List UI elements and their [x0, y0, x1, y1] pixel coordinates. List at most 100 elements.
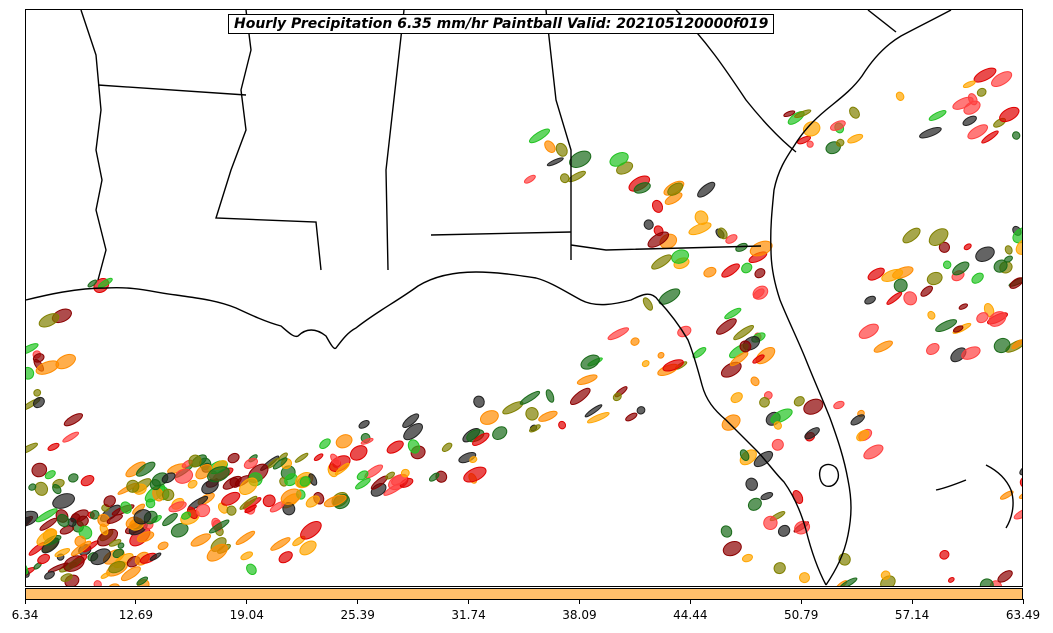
colorbar-tick [468, 599, 470, 604]
precip-blob [157, 541, 169, 551]
precip-blob [928, 228, 949, 246]
precip-blob [319, 438, 331, 450]
precip-blob [38, 313, 60, 328]
precip-blob [625, 412, 638, 422]
precip-blob [633, 182, 651, 194]
precip-blob [1019, 460, 1022, 476]
precip-blob [671, 249, 690, 264]
precip-blob [799, 572, 810, 584]
precip-blob [754, 268, 766, 279]
precip-blob [519, 390, 541, 405]
precip-blob [161, 488, 175, 502]
precip-blob [407, 439, 420, 454]
precip-blob [120, 501, 132, 514]
precip-blob [722, 540, 742, 557]
colorbar [25, 588, 1023, 600]
precip-blob [607, 327, 630, 341]
precip-blob [26, 561, 29, 575]
precip-blob [26, 442, 38, 455]
precip-blob [28, 483, 37, 491]
precip-blob [403, 423, 423, 441]
precip-blob [741, 262, 753, 274]
precip-blob [749, 240, 773, 257]
precip-blob [694, 210, 709, 225]
arkansas-louisiana-border [97, 84, 247, 96]
precip-blob [697, 181, 716, 198]
precip-blob [55, 353, 76, 370]
precip-blob [221, 491, 241, 506]
precip-blob [360, 437, 374, 445]
precip-blob [1011, 339, 1022, 350]
precip-blob [1004, 245, 1013, 255]
precip-blob [44, 470, 56, 480]
precip-blob [106, 514, 123, 524]
precip-blob [458, 452, 477, 464]
precip-blob [181, 511, 192, 520]
precip-blob [963, 243, 972, 251]
precip-blob [657, 351, 665, 359]
precip-blob [662, 359, 684, 372]
colorbar-tick [1022, 599, 1024, 604]
precip-blob [721, 263, 740, 278]
precip-blob [63, 555, 85, 572]
precip-blob [558, 420, 567, 430]
precip-blob [201, 479, 219, 495]
precip-blob [52, 493, 75, 509]
precip-blob [463, 466, 487, 483]
precip-blob [863, 444, 884, 460]
precip-blob [760, 492, 774, 501]
precip-blob [881, 268, 904, 282]
precip-blob [864, 295, 876, 305]
precip-blob [188, 454, 202, 468]
precipitation-paintball-layer [26, 67, 1022, 586]
precip-blob [999, 490, 1014, 500]
precip-blob [962, 80, 976, 89]
precip-blob [208, 519, 230, 534]
colorbar-tick [911, 599, 913, 604]
colorbar-tick-label: 19.04 [229, 608, 264, 622]
precip-blob [60, 573, 73, 582]
precip-blob [999, 106, 1020, 123]
precip-blob [1009, 277, 1022, 289]
precip-blob [240, 551, 254, 561]
georgia-southcarolina-border [675, 10, 797, 153]
precip-blob [981, 130, 999, 144]
precip-blob [227, 452, 240, 464]
precip-blob [313, 453, 324, 462]
precip-blob [988, 311, 1007, 327]
map-title: Hourly Precipitation 6.35 mm/hr Paintbal… [228, 14, 775, 34]
precip-blob [174, 468, 194, 484]
precip-blob [804, 427, 820, 440]
precip-blob [149, 552, 162, 561]
colorbar-tick-label: 6.34 [11, 608, 39, 622]
precip-blob [31, 462, 48, 478]
precip-blob [961, 346, 981, 360]
precip-blob [162, 512, 178, 527]
precip-blob [1012, 227, 1022, 244]
precip-blob [803, 398, 824, 415]
precip-blob [770, 408, 793, 424]
precip-blob [187, 479, 198, 489]
precip-blob [555, 142, 568, 157]
precip-blob [355, 477, 371, 490]
precip-blob [47, 442, 60, 451]
alabama-georgia-border [545, 10, 572, 260]
precip-blob [98, 277, 113, 288]
precip-blob [262, 494, 276, 508]
precip-blob [773, 562, 786, 575]
precip-blob [839, 577, 858, 586]
precip-blob [100, 572, 111, 579]
precip-blob [903, 291, 918, 306]
precip-blob [349, 445, 368, 461]
precip-blob [356, 470, 369, 481]
alabama-florida-border [430, 231, 572, 236]
precip-blob [920, 285, 933, 297]
precip-blob [658, 288, 681, 305]
precip-blob [26, 343, 39, 355]
precip-blob [927, 310, 936, 320]
precip-blob [284, 473, 298, 487]
precip-blob [492, 426, 508, 440]
precip-blob [126, 479, 140, 493]
precip-blob [538, 410, 558, 422]
precip-blob [206, 543, 228, 562]
